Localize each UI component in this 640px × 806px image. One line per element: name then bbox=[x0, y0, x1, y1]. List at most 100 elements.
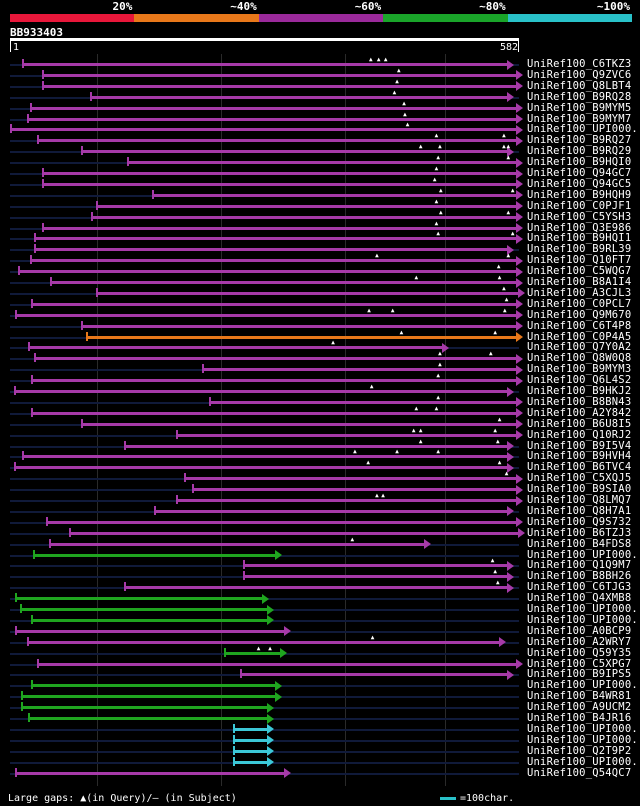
hit-bar[interactable] bbox=[68, 531, 519, 535]
hit-label[interactable]: UniRef100_C5WQG7 bbox=[527, 265, 632, 278]
hit-label[interactable]: UniRef100_B9RL39 bbox=[527, 243, 632, 256]
hit-bar[interactable] bbox=[32, 553, 277, 557]
hit-bar[interactable] bbox=[123, 444, 509, 448]
hit-label[interactable]: UniRef100_B8BH26 bbox=[527, 570, 632, 583]
hit-label[interactable]: UniRef100_C6TJG3 bbox=[527, 581, 632, 594]
hit-label[interactable]: UniRef100_B9MYM5 bbox=[527, 101, 632, 114]
hit-bar[interactable] bbox=[243, 564, 509, 568]
hit-bar[interactable] bbox=[30, 106, 518, 110]
hit-label[interactable]: UniRef100_Q94GC7 bbox=[527, 167, 632, 179]
hit-bar[interactable] bbox=[33, 248, 509, 252]
hit-bar[interactable] bbox=[19, 608, 268, 611]
hit-bar[interactable] bbox=[89, 95, 509, 99]
hit-label[interactable]: UniRef100_Q9M670 bbox=[527, 308, 632, 321]
hit-bar[interactable] bbox=[184, 477, 518, 481]
hit-bar[interactable] bbox=[45, 520, 518, 524]
hit-bar[interactable] bbox=[42, 84, 518, 88]
hit-bar[interactable] bbox=[22, 455, 509, 459]
hit-label[interactable]: UniRef100_Q10FT7 bbox=[527, 254, 632, 267]
hit-label[interactable]: UniRef100_C5XPG7 bbox=[527, 657, 632, 670]
hit-bar[interactable] bbox=[175, 433, 518, 437]
hit-bar[interactable] bbox=[208, 400, 518, 404]
hit-label[interactable]: UniRef100_C6T4P8 bbox=[527, 319, 632, 332]
hit-label[interactable]: UniRef100_Q94GC5 bbox=[527, 177, 632, 190]
hit-bar[interactable] bbox=[26, 640, 500, 644]
hit-label[interactable]: UniRef100_B9RQ27 bbox=[527, 134, 632, 147]
hit-bar[interactable] bbox=[80, 150, 509, 154]
hit-bar[interactable] bbox=[232, 749, 268, 753]
hit-bar[interactable] bbox=[151, 193, 518, 197]
hit-label[interactable]: UniRef100_B9HQH9 bbox=[527, 188, 632, 201]
hit-label[interactable]: UniRef100_Q8W0Q8 bbox=[527, 352, 632, 365]
hit-bar[interactable] bbox=[232, 727, 268, 731]
hit-bar[interactable] bbox=[17, 270, 518, 274]
hit-bar[interactable] bbox=[50, 281, 518, 284]
hit-bar[interactable] bbox=[243, 575, 509, 579]
hit-bar[interactable] bbox=[48, 542, 426, 546]
hit-bar[interactable] bbox=[232, 760, 268, 764]
hit-label[interactable]: UniRef100_B9MYM3 bbox=[527, 363, 632, 376]
hit-label[interactable]: UniRef100_Q8LMQ7 bbox=[527, 494, 632, 506]
hit-label[interactable]: UniRef100_B6TVC4 bbox=[527, 461, 632, 474]
hit-bar[interactable] bbox=[31, 618, 268, 622]
hit-label[interactable]: UniRef100_A2WRY7 bbox=[527, 635, 632, 648]
hit-bar[interactable] bbox=[201, 368, 518, 372]
hit-bar[interactable] bbox=[33, 237, 518, 241]
hit-label[interactable]: UniRef100_Q8LBT4 bbox=[527, 79, 632, 92]
hit-bar[interactable] bbox=[15, 597, 264, 601]
hit-label[interactable]: UniRef100_B8BN43 bbox=[527, 395, 632, 408]
hit-label[interactable]: UniRef100_B9RQ29 bbox=[527, 145, 632, 158]
hit-bar[interactable] bbox=[10, 128, 518, 132]
hit-bar[interactable] bbox=[127, 161, 518, 165]
hit-bar[interactable] bbox=[21, 695, 277, 699]
hit-label[interactable]: UniRef100_A0BCP9 bbox=[527, 624, 632, 637]
hit-bar[interactable] bbox=[31, 411, 518, 415]
hit-bar[interactable] bbox=[28, 346, 443, 350]
hit-label[interactable]: UniRef100_Q4XMB8 bbox=[527, 592, 632, 605]
hit-label[interactable]: UniRef100_UPI000.. bbox=[527, 603, 640, 615]
hit-bar[interactable] bbox=[21, 706, 268, 710]
hit-label[interactable]: UniRef100_UPI000.. bbox=[527, 755, 640, 768]
hit-label[interactable]: UniRef100_B4WR81 bbox=[527, 690, 632, 703]
hit-label[interactable]: UniRef100_B4FDS8 bbox=[527, 537, 632, 550]
hit-label[interactable]: UniRef100_Q1Q9M7 bbox=[527, 559, 632, 572]
hit-label[interactable]: UniRef100_B6TZJ3 bbox=[527, 526, 632, 539]
hit-bar[interactable] bbox=[15, 629, 286, 633]
hit-bar[interactable] bbox=[232, 738, 268, 742]
hit-bar[interactable] bbox=[123, 586, 509, 590]
hit-label[interactable]: UniRef100_A9UCM2 bbox=[527, 701, 632, 714]
hit-bar[interactable] bbox=[15, 771, 286, 775]
hit-label[interactable]: UniRef100_B9I5V4 bbox=[527, 439, 632, 452]
hit-label[interactable]: UniRef100_A2Y842 bbox=[527, 406, 632, 419]
hit-bar[interactable] bbox=[28, 717, 268, 720]
hit-bar[interactable] bbox=[240, 673, 509, 677]
hit-label[interactable]: UniRef100_B9SIA0 bbox=[527, 483, 632, 496]
hit-bar[interactable] bbox=[22, 63, 509, 66]
hit-label[interactable]: UniRef100_Q6L4S2 bbox=[527, 374, 632, 387]
hit-bar[interactable] bbox=[95, 291, 519, 295]
hit-label[interactable]: UniRef100_B9HQI0 bbox=[527, 156, 632, 169]
hit-bar[interactable] bbox=[42, 172, 518, 175]
hit-label[interactable]: UniRef100_Q59Y35 bbox=[527, 646, 632, 659]
hit-label[interactable]: UniRef100_B9HVH4 bbox=[527, 450, 632, 463]
hit-bar[interactable] bbox=[13, 466, 509, 470]
hit-label[interactable]: UniRef100_B8A1I4 bbox=[527, 276, 632, 288]
hit-label[interactable]: UniRef100_C0PJF1 bbox=[527, 199, 632, 212]
hit-bar[interactable] bbox=[31, 379, 518, 383]
hit-bar[interactable] bbox=[26, 117, 518, 121]
hit-label[interactable]: UniRef100_UPI000.. bbox=[527, 613, 640, 626]
hit-label[interactable]: UniRef100_C0PCL7 bbox=[527, 297, 632, 310]
hit-label[interactable]: UniRef100_C5XQJ5 bbox=[527, 472, 632, 485]
hit-label[interactable]: UniRef100_C6TKZ3 bbox=[527, 58, 632, 70]
hit-bar[interactable] bbox=[223, 651, 281, 655]
hit-label[interactable]: UniRef100_C5YSH3 bbox=[527, 210, 632, 223]
hit-bar[interactable] bbox=[13, 390, 509, 393]
hit-label[interactable]: UniRef100_UPI000.. bbox=[527, 123, 640, 136]
hit-label[interactable]: UniRef100_UPI000.. bbox=[527, 679, 640, 692]
hit-bar[interactable] bbox=[153, 509, 509, 513]
hit-label[interactable]: UniRef100_B9IPS5 bbox=[527, 668, 632, 681]
hit-label[interactable]: UniRef100_Q54QC7 bbox=[527, 766, 632, 779]
hit-label[interactable]: UniRef100_C0P4A5 bbox=[527, 330, 632, 343]
hit-bar[interactable] bbox=[15, 313, 518, 317]
hit-label[interactable]: UniRef100_B4JR16 bbox=[527, 712, 632, 724]
